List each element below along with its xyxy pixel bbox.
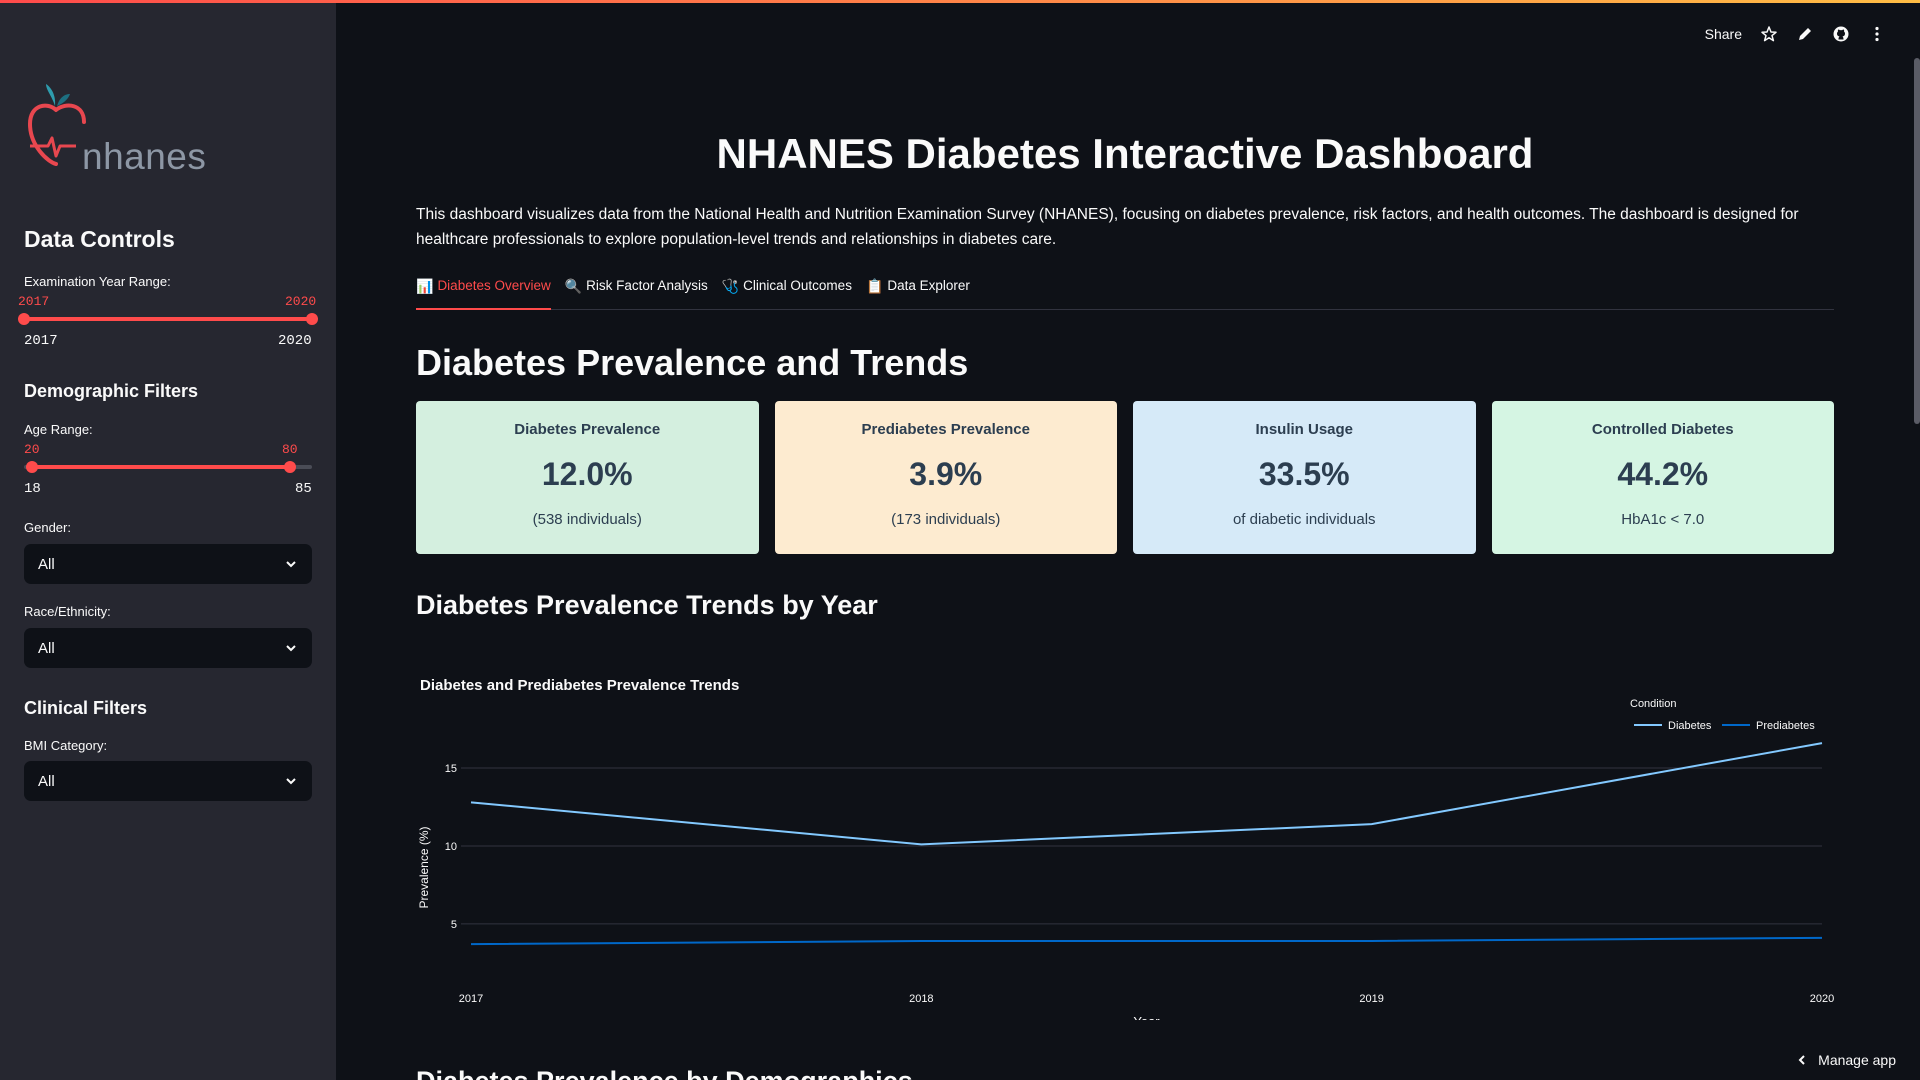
age-high-thumb[interactable] (284, 461, 296, 473)
card-title: Diabetes Prevalence (514, 421, 661, 438)
demographics-heading: Diabetes Prevalence by Demographics (416, 1066, 913, 1080)
race-select-value: All (38, 639, 55, 657)
tab-label: Clinical Outcomes (743, 278, 852, 293)
x-tick-label: 2018 (909, 993, 933, 1005)
data-controls-heading: Data Controls (24, 226, 175, 252)
card-title: Prediabetes Prevalence (861, 421, 1030, 438)
card-title: Insulin Usage (1255, 421, 1354, 438)
magnifier-icon: 🔍 (564, 278, 583, 294)
x-tick-label: 2017 (459, 993, 483, 1005)
bar-chart-icon: 📊 (416, 278, 434, 294)
chevron-left-icon (1798, 1055, 1805, 1065)
series-line-prediabetes (470, 936, 1823, 946)
tab-data-explorer[interactable]: 📋 Data Explorer (866, 276, 970, 310)
gender-select[interactable]: All (24, 544, 312, 584)
year-range-label: Examination Year Range: (24, 274, 171, 289)
age-high-value: 80 (282, 442, 298, 457)
clipboard-icon: 📋 (865, 278, 884, 294)
chevron-down-icon (286, 561, 296, 568)
chart-title: Diabetes and Prediabetes Prevalence Tren… (420, 677, 739, 694)
clinical-filters-heading: Clinical Filters (24, 698, 148, 718)
header-actions: Share (1705, 25, 1886, 43)
card-subtitle: of diabetic individuals (1232, 511, 1376, 528)
more-vertical-icon[interactable] (1868, 25, 1886, 43)
card-title: Controlled Diabetes (1591, 421, 1734, 438)
year-min-label: 2017 (24, 333, 58, 349)
age-low-thumb[interactable] (26, 461, 38, 473)
series-line-diabetes (470, 742, 1823, 846)
section-heading: Diabetes Prevalence and Trends (416, 342, 969, 383)
year-max-label: 2020 (278, 333, 312, 349)
metric-card-prediabetes: Prediabetes Prevalence 3.9% (173 individ… (774, 401, 1117, 554)
race-select[interactable]: All (24, 628, 312, 668)
metric-card-controlled: Controlled Diabetes 44.2% HbA1c < 7.0 (1491, 401, 1834, 554)
race-label: Race/Ethnicity: (24, 604, 111, 619)
tab-bar: 📊 Diabetes Overview 🔍 Risk Factor Analys… (416, 276, 1834, 310)
card-subtitle: (538 individuals) (532, 511, 642, 528)
card-value: 12.0% (541, 456, 633, 492)
manage-app-button[interactable]: Manage app (1796, 1052, 1896, 1068)
y-axis-label: Prevalence (%) (417, 826, 431, 908)
page-title: NHANES Diabetes Interactive Dashboard (716, 130, 1534, 177)
tab-risk-factor-analysis[interactable]: 🔍 Risk Factor Analysis (565, 276, 708, 310)
metric-cards: Diabetes Prevalence 12.0% (538 individua… (416, 401, 1834, 554)
stethoscope-icon: 🩺 (721, 278, 740, 294)
gender-select-value: All (38, 555, 55, 573)
gender-label: Gender: (24, 520, 71, 535)
intro-paragraph: This dashboard visualizes data from the … (416, 206, 1799, 248)
legend-title: Condition (1630, 698, 1676, 710)
x-axis-label: Year (1133, 1014, 1160, 1020)
bmi-select-value: All (38, 772, 55, 790)
edit-pencil-icon[interactable] (1796, 25, 1814, 43)
card-value: 3.9% (909, 456, 983, 492)
tab-diabetes-overview[interactable]: 📊 Diabetes Overview (416, 276, 551, 310)
apple-heartbeat-icon (27, 84, 86, 166)
age-low-value: 20 (24, 442, 40, 457)
logo-text: nhanes (82, 136, 207, 177)
tab-label: Risk Factor Analysis (586, 278, 708, 293)
tab-label: Diabetes Overview (437, 278, 551, 293)
year-high-value: 2020 (285, 294, 317, 309)
age-range-label: Age Range: (24, 422, 93, 437)
y-tick-label: 15 (445, 763, 457, 775)
legend-entry: Diabetes (1668, 720, 1712, 732)
prevalence-trend-chart[interactable]: Diabetes and Prediabetes Prevalence Tren… (416, 660, 1834, 1020)
age-min-label: 18 (24, 481, 41, 497)
chart-svg: Diabetes and Prediabetes Prevalence Tren… (417, 677, 1834, 1020)
y-tick-label: 10 (445, 841, 457, 853)
page-scrollbar[interactable] (1914, 58, 1920, 424)
year-low-value: 2017 (18, 294, 50, 309)
x-tick-label: 2019 (1359, 993, 1383, 1005)
demographic-filters-heading: Demographic Filters (24, 381, 199, 401)
chevron-down-icon (286, 778, 296, 785)
metric-card-insulin: Insulin Usage 33.5% of diabetic individu… (1133, 401, 1476, 554)
sidebar: nhanes Data Controls Examination Year Ra… (0, 0, 336, 1080)
manage-app-label: Manage app (1818, 1052, 1896, 1068)
card-subtitle: (173 individuals) (891, 511, 1001, 528)
chevron-down-icon (286, 645, 296, 652)
y-tick-label: 5 (451, 919, 457, 931)
nhanes-logo: nhanes (26, 82, 216, 184)
github-icon[interactable] (1832, 25, 1850, 43)
card-value: 33.5% (1258, 456, 1350, 492)
tab-clinical-outcomes[interactable]: 🩺 Clinical Outcomes (722, 276, 852, 310)
age-max-label: 85 (295, 481, 312, 497)
year-high-thumb[interactable] (306, 313, 318, 325)
x-tick-label: 2020 (1810, 993, 1834, 1005)
bmi-select[interactable]: All (24, 761, 312, 801)
top-accent-bar (0, 0, 1920, 3)
star-icon[interactable] (1760, 25, 1778, 43)
legend-entry: Prediabetes (1756, 720, 1815, 732)
metric-card-diabetes: Diabetes Prevalence 12.0% (538 individua… (416, 401, 759, 554)
share-button[interactable]: Share (1704, 26, 1742, 42)
tab-label: Data Explorer (887, 278, 970, 293)
card-value: 44.2% (1617, 456, 1709, 492)
bmi-label: BMI Category: (24, 738, 108, 753)
year-low-thumb[interactable] (18, 313, 30, 325)
trends-heading: Diabetes Prevalence Trends by Year (416, 590, 878, 620)
card-subtitle: HbA1c < 7.0 (1621, 511, 1705, 528)
